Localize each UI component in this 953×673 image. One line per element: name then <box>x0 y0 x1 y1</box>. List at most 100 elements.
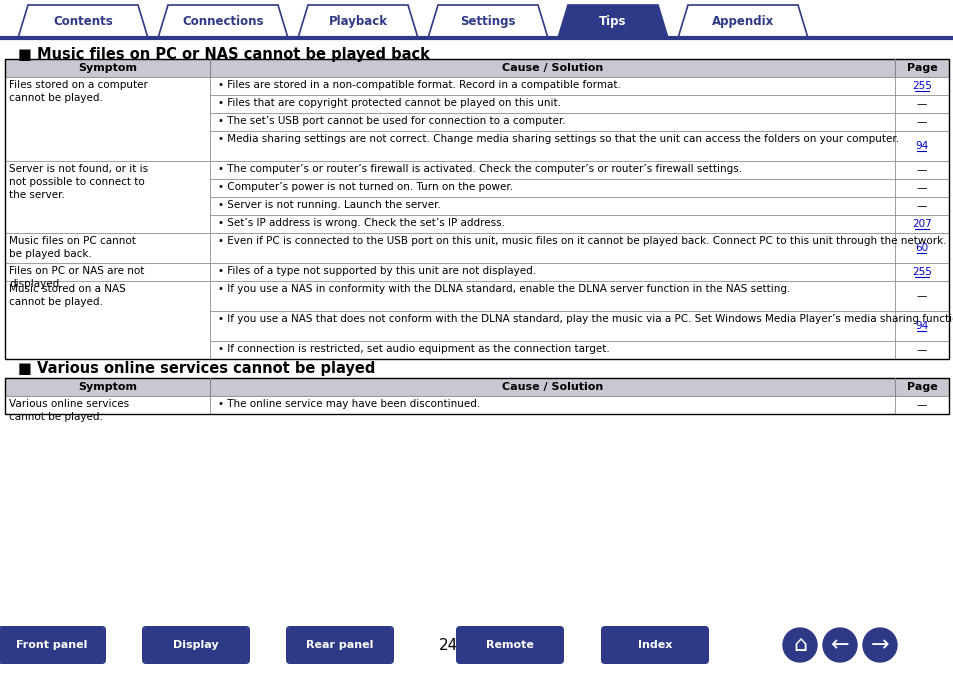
Bar <box>5 396 210 414</box>
Bar <box>5 378 948 396</box>
Bar <box>894 113 948 131</box>
Text: • If connection is restricted, set audio equipment as the connection target.: • If connection is restricted, set audio… <box>218 344 609 354</box>
Bar <box>210 197 894 215</box>
Bar <box>210 77 894 95</box>
Text: • Even if PC is connected to the USB port on this unit, music files on it cannot: • Even if PC is connected to the USB por… <box>218 236 945 246</box>
Circle shape <box>862 628 896 662</box>
Text: Rear panel: Rear panel <box>306 640 374 650</box>
Text: Symptom: Symptom <box>78 63 137 73</box>
Bar <box>210 233 894 263</box>
Bar <box>5 59 948 359</box>
Text: Files on PC or NAS are not
displayed.: Files on PC or NAS are not displayed. <box>9 266 144 289</box>
Text: Connections: Connections <box>182 15 263 28</box>
Bar <box>5 281 210 359</box>
Text: Settings: Settings <box>459 15 516 28</box>
Text: • Media sharing settings are not correct. Change media sharing settings so that : • Media sharing settings are not correct… <box>218 134 898 144</box>
FancyBboxPatch shape <box>456 626 563 664</box>
Text: ←: ← <box>830 635 848 655</box>
Text: 255: 255 <box>911 267 931 277</box>
Bar <box>5 263 210 281</box>
Text: Page: Page <box>905 382 937 392</box>
Bar <box>894 396 948 414</box>
Text: 94: 94 <box>915 321 927 331</box>
Polygon shape <box>297 5 417 38</box>
Text: Tips: Tips <box>598 15 626 28</box>
Bar <box>894 131 948 161</box>
Text: Server is not found, or it is
not possible to connect to
the server.: Server is not found, or it is not possib… <box>9 164 148 200</box>
Text: • The online service may have been discontinued.: • The online service may have been disco… <box>218 399 479 409</box>
Polygon shape <box>18 5 148 38</box>
Text: →: → <box>870 635 888 655</box>
Bar <box>5 161 210 233</box>
Text: Music stored on a NAS
cannot be played.: Music stored on a NAS cannot be played. <box>9 284 126 307</box>
FancyBboxPatch shape <box>600 626 708 664</box>
Circle shape <box>782 628 816 662</box>
Text: Display: Display <box>173 640 218 650</box>
Text: • Files of a type not supported by this unit are not displayed.: • Files of a type not supported by this … <box>218 266 536 276</box>
Bar <box>894 179 948 197</box>
Bar <box>5 233 210 263</box>
Text: Cause / Solution: Cause / Solution <box>501 63 602 73</box>
Text: Files stored on a computer
cannot be played.: Files stored on a computer cannot be pla… <box>9 80 148 103</box>
Text: Index: Index <box>638 640 672 650</box>
Bar <box>894 95 948 113</box>
FancyBboxPatch shape <box>286 626 394 664</box>
Bar <box>210 263 894 281</box>
Text: —: — <box>916 201 926 211</box>
Text: Contents: Contents <box>53 15 112 28</box>
Polygon shape <box>678 5 807 38</box>
Bar <box>894 161 948 179</box>
Bar <box>210 95 894 113</box>
Text: —: — <box>916 400 926 410</box>
Text: Remote: Remote <box>485 640 534 650</box>
Text: 244: 244 <box>438 637 467 653</box>
Bar <box>210 131 894 161</box>
Bar <box>210 341 894 359</box>
Text: • Files that are copyright protected cannot be played on this unit.: • Files that are copyright protected can… <box>218 98 560 108</box>
Bar <box>894 77 948 95</box>
Bar <box>894 341 948 359</box>
Text: 60: 60 <box>915 243 927 253</box>
Text: Front panel: Front panel <box>16 640 88 650</box>
Circle shape <box>822 628 856 662</box>
Text: ■ Music files on PC or NAS cannot be played back: ■ Music files on PC or NAS cannot be pla… <box>18 47 430 62</box>
Bar <box>210 113 894 131</box>
Bar <box>210 311 894 341</box>
Polygon shape <box>158 5 288 38</box>
Text: —: — <box>916 165 926 175</box>
FancyBboxPatch shape <box>0 626 106 664</box>
Text: Page: Page <box>905 63 937 73</box>
Text: —: — <box>916 99 926 109</box>
Text: Various online services
cannot be played.: Various online services cannot be played… <box>9 399 129 422</box>
Text: • The computer’s or router’s firewall is activated. Check the computer’s or rout: • The computer’s or router’s firewall is… <box>218 164 741 174</box>
Text: • If you use a NAS in conformity with the DLNA standard, enable the DLNA server : • If you use a NAS in conformity with th… <box>218 284 789 294</box>
Bar <box>5 77 210 161</box>
Text: Cause / Solution: Cause / Solution <box>501 382 602 392</box>
Text: —: — <box>916 117 926 127</box>
Text: 207: 207 <box>911 219 931 229</box>
Polygon shape <box>558 5 667 38</box>
Text: —: — <box>916 183 926 193</box>
Text: 255: 255 <box>911 81 931 91</box>
Text: • If you use a NAS that does not conform with the DLNA standard, play the music : • If you use a NAS that does not conform… <box>218 314 953 324</box>
Text: Music files on PC cannot
be played back.: Music files on PC cannot be played back. <box>9 236 135 259</box>
Bar <box>210 281 894 311</box>
Bar <box>894 281 948 311</box>
Bar <box>894 263 948 281</box>
Text: ⌂: ⌂ <box>792 635 806 655</box>
Text: ■ Various online services cannot be played: ■ Various online services cannot be play… <box>18 361 375 376</box>
Text: • Server is not running. Launch the server.: • Server is not running. Launch the serv… <box>218 200 440 210</box>
FancyBboxPatch shape <box>142 626 250 664</box>
Text: Playback: Playback <box>328 15 387 28</box>
Text: —: — <box>916 291 926 301</box>
Bar <box>5 378 948 414</box>
Bar <box>5 59 948 77</box>
Bar <box>894 233 948 263</box>
Text: • Set’s IP address is wrong. Check the set’s IP address.: • Set’s IP address is wrong. Check the s… <box>218 218 504 228</box>
Bar <box>894 215 948 233</box>
Text: Appendix: Appendix <box>711 15 773 28</box>
Text: • Computer’s power is not turned on. Turn on the power.: • Computer’s power is not turned on. Tur… <box>218 182 513 192</box>
Polygon shape <box>428 5 547 38</box>
Text: —: — <box>916 345 926 355</box>
Text: Symptom: Symptom <box>78 382 137 392</box>
